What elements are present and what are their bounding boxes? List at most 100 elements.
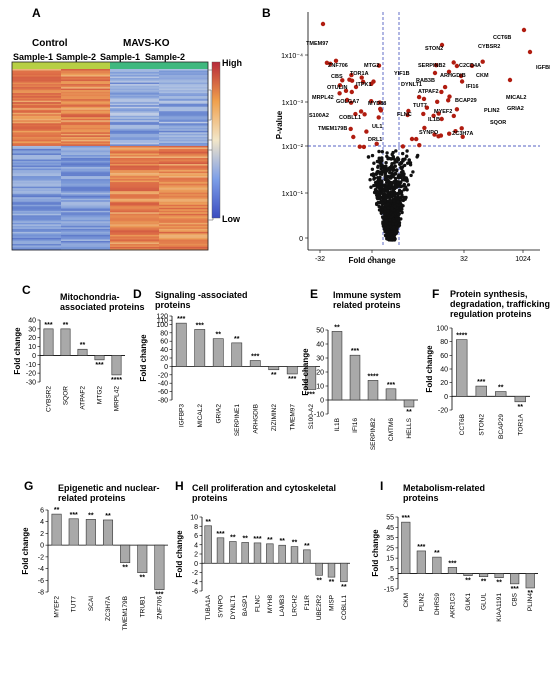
- heatmap-cell: [110, 221, 160, 224]
- heatmap-cell: [61, 85, 111, 88]
- bar: [68, 518, 79, 546]
- heatmap-cell: [159, 114, 209, 117]
- volcano-point-significant: [447, 131, 452, 136]
- volcano-point-significant: [357, 144, 362, 149]
- heatmap-cell: [12, 222, 62, 225]
- heatmap-cell: [110, 118, 160, 121]
- volcano-gene-label: MICAL2: [506, 95, 526, 101]
- y-tick-label: 15: [386, 556, 394, 563]
- heatmap-cell: [12, 183, 62, 186]
- volcano-gene-label: S100A2: [309, 113, 329, 119]
- heatmap-cell: [61, 230, 111, 233]
- y-tick-label: 35: [386, 535, 394, 542]
- y-tick-label: 10: [28, 344, 36, 351]
- category-label: TMEM179B: [122, 596, 129, 630]
- panel-label-b: B: [262, 6, 271, 20]
- heatmap-cell: [110, 216, 160, 219]
- heatmap-cell: [159, 242, 209, 245]
- heatmap-cell: [12, 219, 62, 222]
- volcano-point: [377, 149, 381, 154]
- volcano-y-tick-label: 1x10⁻³: [282, 100, 304, 107]
- heatmap-cell: [159, 231, 209, 234]
- volcano-point: [398, 162, 402, 166]
- y-tick-label: 30: [316, 356, 324, 363]
- volcano-point-significant: [459, 126, 464, 131]
- heatmap-cell: [159, 219, 209, 222]
- volcano-y-tick-label: 1x10⁻²: [282, 144, 304, 151]
- volcano-point-significant: [458, 73, 464, 79]
- bar: [331, 331, 343, 401]
- heatmap-cell: [159, 85, 209, 88]
- heatmap-cell: [12, 218, 62, 221]
- volcano-point-significant: [333, 58, 339, 63]
- heatmap-cell: [110, 195, 160, 198]
- heatmap-cell: [61, 144, 111, 147]
- heatmap-cell: [110, 133, 160, 136]
- heatmap-cell: [12, 136, 62, 139]
- category-label: IGFBP3: [178, 404, 185, 428]
- category-label: SQOR: [63, 386, 70, 405]
- volcano-point: [378, 175, 382, 180]
- volcano-point-significant: [360, 79, 366, 85]
- category-label: ZIZIMIN2: [271, 404, 278, 431]
- heatmap-cell: [110, 159, 160, 162]
- heatmap-cell: [159, 132, 209, 135]
- category-label: DYNLT1: [230, 595, 237, 620]
- y-tick-label: -5: [388, 576, 394, 583]
- chart-title-line: Epigenetic and nuclear-: [58, 483, 160, 493]
- heatmap-cell: [61, 106, 111, 109]
- volcano-point-significant: [358, 109, 364, 114]
- heatmap-cell: [61, 207, 111, 210]
- heatmap-cell: [159, 84, 209, 86]
- category-label: CYBSR2: [46, 386, 53, 412]
- heatmap-cell: [12, 197, 62, 200]
- heatmap-cell: [159, 221, 209, 224]
- volcano-point: [384, 161, 388, 165]
- volcano-points: [320, 21, 533, 242]
- heatmap-cell: [110, 197, 160, 200]
- heatmap-cell: [12, 96, 62, 98]
- bar: [367, 380, 379, 401]
- category-label: MISP: [329, 595, 336, 611]
- y-tick-label: 0: [444, 394, 448, 401]
- heatmap-cell: [159, 182, 209, 184]
- heatmap-cell: [61, 171, 111, 174]
- y-axis-label: Fold change: [425, 345, 434, 393]
- heatmap-cell: [110, 138, 160, 141]
- heatmap-cell: [110, 203, 160, 206]
- volcano-point: [380, 156, 384, 160]
- significance-label: **: [434, 550, 440, 557]
- significance-label: **: [527, 590, 533, 597]
- heatmap-cell: [110, 206, 160, 209]
- heatmap-cell: [61, 70, 111, 73]
- y-tick-label: 120: [156, 314, 168, 321]
- significance-label: ***: [511, 586, 519, 593]
- y-axis-label: Fold change: [371, 529, 380, 577]
- y-tick-label: 40: [316, 342, 324, 349]
- volcano-point-significant: [416, 94, 422, 100]
- volcano-point: [380, 182, 384, 187]
- heatmap-cell: [159, 141, 209, 144]
- y-tick-label: -30: [26, 380, 36, 387]
- heatmap-cell: [12, 201, 62, 204]
- heatmap-cell: [159, 185, 209, 187]
- heatmap-cell: [12, 150, 62, 153]
- heatmap-cell: [159, 164, 209, 166]
- heatmap-cell: [61, 114, 111, 117]
- volcano-gene-label: ARHGDIB: [440, 73, 466, 79]
- volcano-point-significant: [324, 60, 330, 65]
- heatmap-cell: [12, 112, 62, 115]
- bar: [102, 519, 114, 546]
- heatmap-cell: [61, 189, 111, 192]
- significance-label: ***: [196, 322, 204, 329]
- heatmap-cell: [110, 81, 160, 83]
- volcano-gene-label: TMEM179B: [318, 126, 347, 132]
- heatmap-cell: [12, 231, 62, 234]
- volcano-point: [376, 200, 380, 205]
- heatmap-cell: [12, 93, 62, 95]
- volcano-point: [397, 223, 402, 227]
- volcano-gene-label: IL1B: [428, 117, 440, 123]
- volcano-point: [402, 188, 406, 192]
- heatmap-cell: [61, 91, 111, 94]
